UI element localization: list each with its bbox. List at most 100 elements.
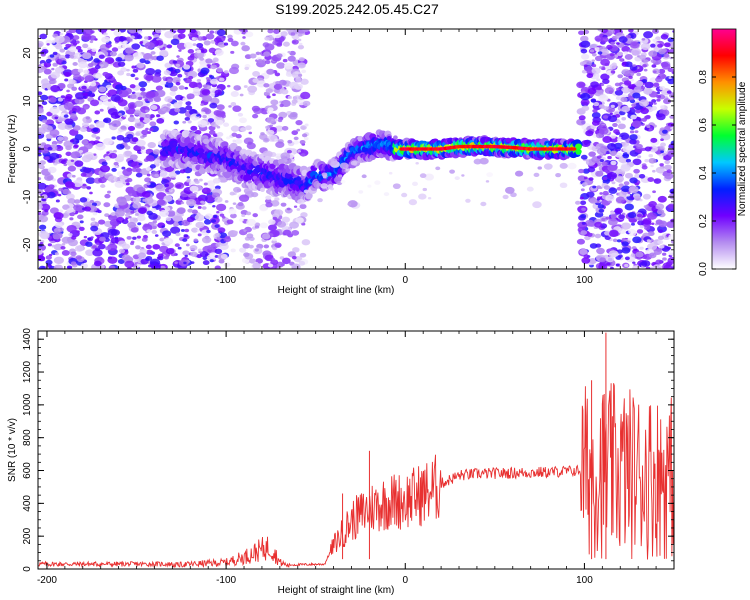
noise-cell: [74, 245, 84, 252]
noise-cell: [64, 118, 74, 125]
noise-cell: [662, 153, 667, 156]
noise-cell: [649, 77, 658, 83]
top-xlabel: Height of straight line (km): [278, 285, 395, 296]
noise-cell: [435, 166, 441, 171]
noise-cell: [64, 123, 73, 130]
noise-cell: [604, 169, 610, 173]
noise-cell: [141, 237, 148, 242]
noise-cell: [555, 172, 562, 178]
noise-cell: [279, 103, 284, 108]
noise-cell: [177, 208, 186, 214]
noise-cell: [623, 80, 632, 86]
noise-cell: [74, 134, 84, 141]
noise-cell: [127, 125, 136, 132]
top-ytick-label: -20: [22, 237, 33, 252]
noise-cell: [297, 62, 306, 69]
noise-cell: [298, 57, 305, 62]
noise-cell: [150, 104, 158, 111]
noise-cell: [90, 236, 94, 239]
noise-cell: [603, 185, 611, 190]
noise-cell: [204, 213, 213, 220]
noise-cell: [298, 260, 306, 266]
noise-cell: [201, 89, 211, 96]
noise-cell: [643, 87, 653, 95]
noise-cell: [650, 164, 654, 168]
noise-cell: [668, 233, 674, 240]
noise-cell: [602, 190, 609, 196]
noise-cell: [610, 70, 616, 74]
noise-cell: [578, 115, 586, 121]
noise-cell: [574, 200, 581, 205]
noise-cell: [299, 139, 306, 145]
noise-cell: [274, 138, 279, 142]
noise-cell: [127, 29, 139, 34]
noise-cell: [194, 129, 202, 135]
noise-cell: [287, 50, 291, 54]
noise-cell: [103, 32, 108, 36]
noise-cell: [75, 255, 83, 260]
noise-cell: [117, 198, 128, 206]
noise-cell: [668, 92, 674, 99]
noise-cell: [659, 244, 665, 249]
noise-cell: [159, 80, 167, 86]
noise-cell: [660, 150, 664, 154]
noise-cell: [636, 213, 643, 218]
noise-cell: [172, 214, 183, 222]
noise-cell: [645, 266, 651, 269]
noise-cell: [58, 209, 63, 213]
noise-cell: [264, 254, 274, 262]
noise-cell: [77, 214, 84, 220]
noise-cell: [350, 160, 358, 166]
noise-cell: [581, 221, 586, 225]
noise-cell: [177, 33, 186, 39]
noise-cell: [614, 208, 621, 214]
noise-cell: [141, 129, 149, 135]
noise-cell: [156, 55, 164, 61]
noise-cell: [74, 160, 84, 167]
noise-cell: [105, 246, 112, 251]
noise-cell: [300, 125, 307, 130]
noise-cell: [140, 146, 146, 150]
noise-cell: [631, 120, 642, 128]
noise-cell: [175, 232, 181, 237]
noise-cell: [216, 67, 223, 73]
noise-cell: [116, 153, 125, 160]
noise-cell: [169, 91, 177, 96]
noise-cell: [454, 176, 460, 181]
noise-cell: [81, 85, 87, 90]
noise-cell: [213, 215, 218, 218]
top-ytick-label: 20: [22, 47, 33, 59]
noise-cell: [591, 112, 601, 119]
noise-cell: [134, 77, 139, 81]
noise-cell: [358, 190, 364, 194]
noise-cell: [655, 76, 663, 83]
noise-cell: [287, 95, 293, 100]
noise-cell: [149, 121, 157, 127]
noise-cell: [291, 130, 299, 136]
noise-cell: [103, 138, 113, 146]
noise-cell: [667, 37, 674, 43]
noise-cell: [200, 111, 206, 116]
noise-cell: [237, 201, 244, 207]
noise-cell: [591, 120, 600, 126]
noise-cell: [228, 208, 237, 215]
noise-cell: [113, 30, 122, 37]
noise-cell: [191, 227, 199, 233]
noise-cell: [196, 78, 201, 83]
noise-cell: [616, 42, 620, 45]
noise-cell: [657, 235, 665, 241]
noise-cell: [107, 108, 118, 116]
noise-cell: [183, 181, 191, 187]
noise-cell: [659, 163, 664, 167]
noise-cell: [594, 221, 603, 228]
noise-cell: [616, 52, 623, 57]
noise-cell: [124, 213, 130, 217]
noise-cell: [82, 95, 87, 99]
noise-cell: [300, 78, 309, 85]
noise-cell: [39, 232, 50, 240]
noise-cell: [579, 248, 588, 256]
noise-cell: [367, 184, 372, 188]
noise-cell: [625, 172, 633, 179]
bot-xtick-label: -100: [216, 575, 236, 586]
